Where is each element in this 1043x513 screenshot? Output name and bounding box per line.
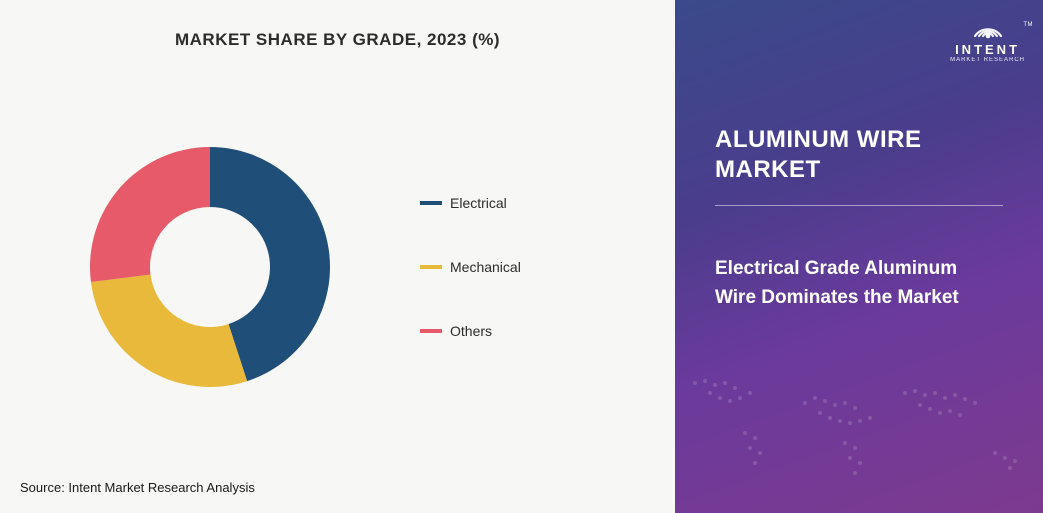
- logo-icon: [971, 14, 1005, 40]
- legend-label: Electrical: [450, 195, 507, 211]
- brand-logo: INTENT MARKET RESEARCH TM: [950, 14, 1025, 63]
- legend-swatch: [420, 265, 442, 269]
- logo-text-main: INTENT: [955, 42, 1020, 57]
- chart-area: Electrical Mechanical Others: [40, 60, 635, 473]
- sidebar-title: ALUMINUM WIRE MARKET: [715, 125, 1003, 185]
- legend-swatch: [420, 329, 442, 333]
- legend-label: Others: [450, 323, 492, 339]
- chart-source: Source: Intent Market Research Analysis: [20, 480, 255, 495]
- chart-title: MARKET SHARE BY GRADE, 2023 (%): [40, 30, 635, 50]
- donut-wrap: [40, 137, 380, 397]
- legend-swatch: [420, 201, 442, 205]
- sidebar-highlight: Electrical Grade Aluminum Wire Dominates…: [715, 254, 1003, 313]
- donut-slice: [90, 147, 210, 282]
- sidebar-panel: INTENT MARKET RESEARCH TM ALUMINUM WIRE …: [675, 0, 1043, 513]
- donut-slice: [91, 274, 247, 386]
- chart-legend: Electrical Mechanical Others: [420, 195, 521, 339]
- donut-chart: [80, 137, 340, 397]
- chart-panel: MARKET SHARE BY GRADE, 2023 (%) Electric…: [0, 0, 675, 513]
- legend-item: Mechanical: [420, 259, 521, 275]
- legend-item: Electrical: [420, 195, 521, 211]
- worldmap-decoration: [675, 343, 1043, 513]
- logo-text-sub: MARKET RESEARCH: [950, 57, 1025, 63]
- logo-tm: TM: [1023, 22, 1033, 28]
- sidebar-divider: [715, 205, 1003, 206]
- legend-item: Others: [420, 323, 521, 339]
- legend-label: Mechanical: [450, 259, 521, 275]
